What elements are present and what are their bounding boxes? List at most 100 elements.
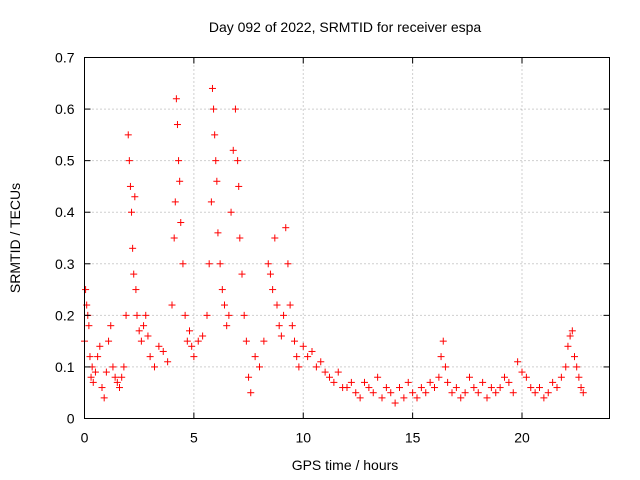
data-point (181, 311, 189, 319)
data-point (568, 327, 576, 335)
data-point (571, 353, 578, 361)
data-point (105, 337, 113, 345)
data-point (126, 182, 134, 190)
grid-lines (84, 57, 610, 419)
data-point (466, 373, 473, 381)
data-point (247, 389, 255, 397)
data-point (203, 311, 211, 319)
data-point (135, 327, 143, 335)
data-point (223, 322, 231, 330)
data-point (235, 182, 243, 190)
data-point (422, 389, 430, 397)
data-point (544, 389, 552, 397)
plot-frame (84, 57, 610, 419)
data-point (120, 363, 128, 371)
data-point (273, 301, 281, 309)
y-tick-label: 0.1 (55, 359, 75, 375)
data-point (170, 234, 178, 242)
data-point (573, 363, 581, 371)
data-point (260, 337, 268, 345)
data-point (361, 378, 368, 386)
data-point (509, 389, 517, 397)
data-point (531, 389, 539, 397)
data-point (251, 353, 259, 361)
data-point (326, 373, 333, 381)
data-point (439, 337, 447, 345)
axis-ticks: 0 0.1 0.2 0.3 0.4 0.5 0.6 0.7 0 5 10 15 20 (55, 50, 610, 446)
data-point (179, 260, 187, 268)
data-point (284, 260, 292, 268)
data-point (221, 301, 228, 309)
data-point (122, 311, 130, 319)
data-point (118, 373, 126, 381)
data-point (159, 347, 167, 355)
data-point (435, 373, 443, 381)
data-point (124, 131, 132, 139)
data-point (216, 260, 224, 268)
data-point (210, 105, 218, 113)
x-tick-label: 5 (190, 430, 198, 446)
data-point (437, 353, 445, 361)
data-point (155, 342, 163, 350)
data-point (505, 378, 513, 386)
data-point (168, 301, 176, 309)
data-point (479, 378, 487, 386)
y-tick-label: 0.2 (55, 307, 75, 323)
data-point (109, 363, 117, 371)
data-point (151, 363, 158, 371)
data-point (382, 384, 390, 392)
data-point (536, 384, 543, 392)
data-point (212, 157, 220, 165)
data-point (146, 353, 154, 361)
data-point (557, 373, 565, 381)
data-point (334, 368, 342, 376)
data-point (172, 95, 180, 103)
data-points (81, 84, 587, 407)
data-point (130, 270, 138, 278)
data-point (575, 373, 583, 381)
data-point (128, 208, 136, 216)
data-point (496, 384, 504, 392)
data-point (218, 286, 226, 294)
data-point (352, 389, 360, 397)
data-point (444, 378, 452, 386)
data-point (102, 368, 110, 376)
data-point (308, 347, 316, 355)
data-point (137, 337, 145, 345)
data-point (234, 157, 242, 165)
data-point (113, 378, 121, 386)
data-point (280, 311, 288, 319)
data-point (86, 353, 94, 361)
data-point (396, 384, 403, 392)
data-point (312, 363, 320, 371)
data-point (474, 389, 482, 397)
data-point (317, 358, 325, 366)
data-point (417, 384, 425, 392)
data-point (518, 368, 526, 376)
data-point (131, 193, 139, 201)
data-point (82, 286, 90, 294)
data-point (87, 373, 95, 381)
data-point (293, 353, 301, 361)
data-point (522, 373, 530, 381)
data-point (266, 270, 274, 278)
data-point (133, 311, 141, 319)
data-point (211, 131, 219, 139)
data-point (164, 358, 172, 366)
data-point (540, 394, 548, 402)
data-point (562, 363, 570, 371)
data-point (369, 389, 377, 397)
data-point (125, 157, 133, 165)
data-point (227, 208, 235, 216)
data-point (207, 198, 215, 206)
data-point (347, 378, 355, 386)
data-point (378, 394, 386, 402)
data-point (176, 177, 184, 185)
data-point (236, 234, 244, 242)
y-tick-label: 0.5 (55, 153, 75, 169)
data-point (291, 337, 298, 345)
data-point (426, 378, 434, 386)
data-point (409, 389, 417, 397)
data-point (441, 363, 449, 371)
